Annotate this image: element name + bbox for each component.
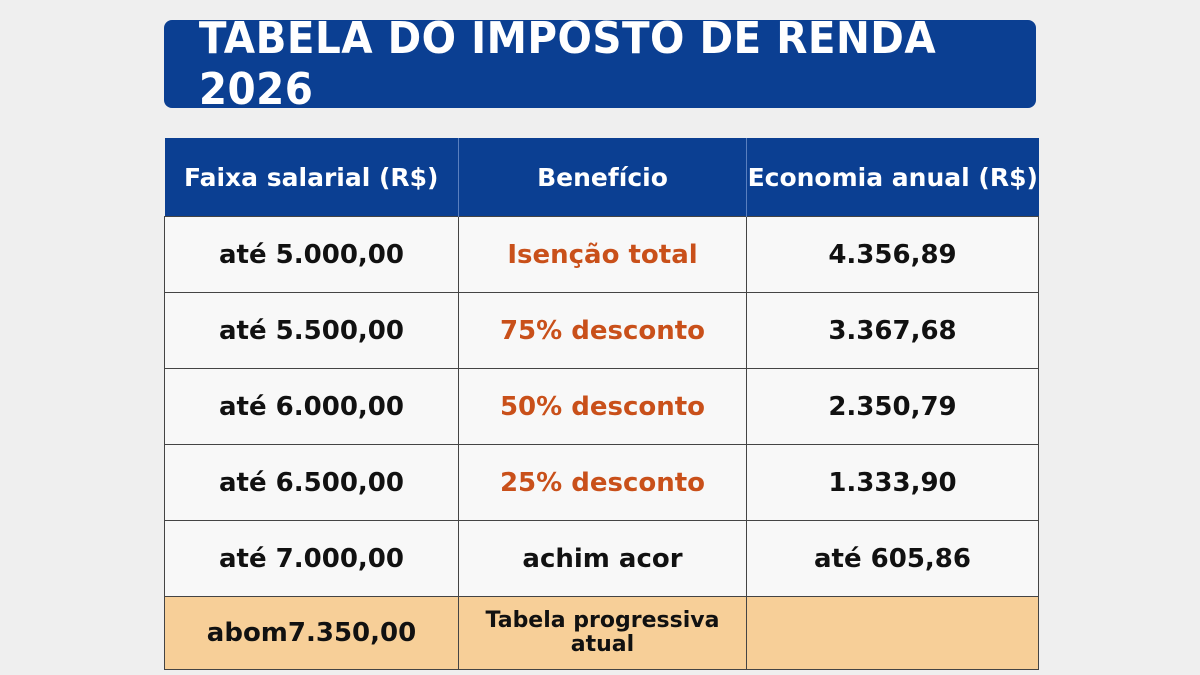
economia-cell: 3.367,68	[746, 292, 1039, 369]
beneficio-cell: 25% desconto	[458, 444, 747, 521]
economia-cell: 2.350,79	[746, 368, 1039, 445]
beneficio-cell: achim acor	[458, 520, 747, 597]
table-row: até 5.500,00 75% desconto 3.367,68	[164, 292, 1039, 369]
faixa-cell: até 5.500,00	[164, 292, 459, 369]
economia-cell: 4.356,89	[746, 216, 1039, 293]
economia-cell: 1.333,90	[746, 444, 1039, 521]
beneficio-cell: Isenção total	[458, 216, 747, 293]
faixa-cell: abom7.350,00	[164, 596, 459, 670]
table-header-row: Faixa salarial (R$) Benefício Economia a…	[164, 138, 1039, 217]
table-row: até 5.000,00 Isenção total 4.356,89	[164, 216, 1039, 293]
beneficio-cell: 50% desconto	[458, 368, 747, 445]
title-banner: TABELA DO IMPOSTO DE RENDA 2026	[164, 13, 1036, 115]
table-row: até 6.000,00 50% desconto 2.350,79	[164, 368, 1039, 445]
economia-cell: até 605,86	[746, 520, 1039, 597]
page-title: TABELA DO IMPOSTO DE RENDA 2026	[198, 13, 937, 115]
table-row-highlight: abom7.350,00 Tabela progressiva atual	[164, 596, 1039, 670]
faixa-cell: até 5.000,00	[164, 216, 459, 293]
economia-cell	[746, 596, 1039, 670]
faixa-cell: até 7.000,00	[164, 520, 459, 597]
column-header-beneficio: Benefício	[458, 138, 747, 217]
beneficio-cell: Tabela progressiva atual	[458, 596, 747, 670]
column-header-faixa: Faixa salarial (R$)	[164, 138, 459, 217]
table-row: até 7.000,00 achim acor até 605,86	[164, 520, 1039, 597]
table-row: até 6.500,00 25% desconto 1.333,90	[164, 444, 1039, 521]
column-header-economia: Economia anual (R$)	[746, 138, 1039, 217]
faixa-cell: até 6.000,00	[164, 368, 459, 445]
beneficio-cell: 75% desconto	[458, 292, 747, 369]
faixa-cell: até 6.500,00	[164, 444, 459, 521]
tax-table: Faixa salarial (R$) Benefício Economia a…	[164, 138, 1039, 670]
